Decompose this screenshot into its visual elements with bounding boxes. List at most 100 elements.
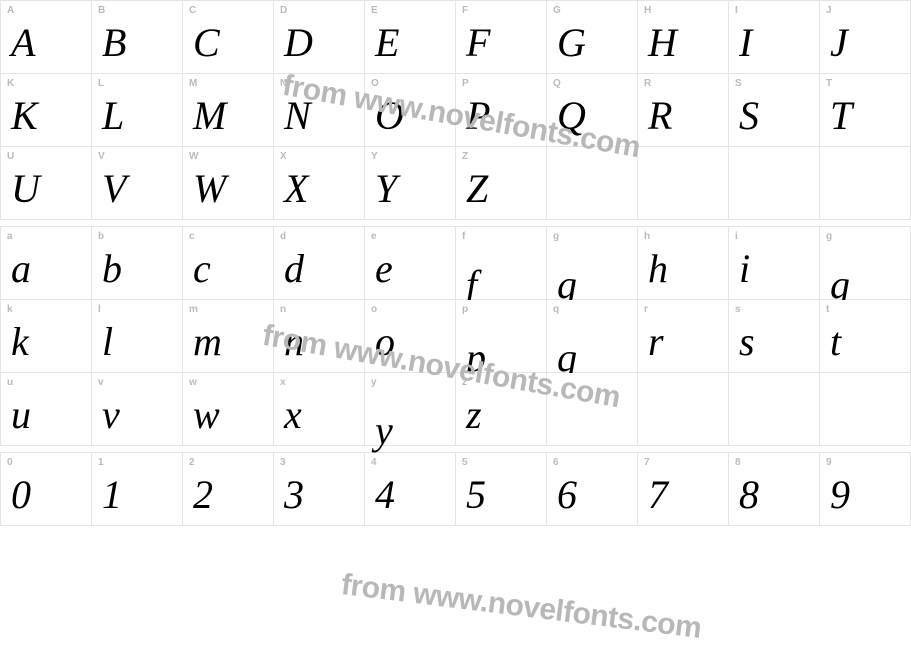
glyph-display: 5: [466, 475, 486, 515]
glyph-display: P: [466, 96, 490, 136]
glyph-label: A: [7, 5, 14, 16]
glyph-label: C: [189, 5, 196, 16]
glyph-cell: EE: [365, 1, 455, 73]
glyph-label: s: [735, 304, 741, 315]
glyph-display: 3: [284, 475, 304, 515]
glyph-cell: qq: [547, 300, 637, 372]
glyph-label: i: [735, 231, 738, 242]
glyph-display: g: [830, 265, 850, 305]
glyph-label: I: [735, 5, 738, 16]
glyph-grid: aabbccddeeffgghhiiggkkllmmnnooppqqrrsstt…: [0, 226, 911, 446]
glyph-display: L: [102, 96, 124, 136]
glyph-display: 1: [102, 475, 122, 515]
glyph-display: Q: [557, 96, 586, 136]
glyph-label: 4: [371, 457, 377, 468]
glyph-label: 6: [553, 457, 559, 468]
glyph-label: z: [462, 377, 467, 388]
glyph-cell: BB: [92, 1, 182, 73]
glyph-label: g: [553, 231, 559, 242]
glyph-display: s: [739, 322, 755, 362]
glyph-display: a: [11, 249, 31, 289]
glyph-label: B: [98, 5, 105, 16]
glyph-label: u: [7, 377, 13, 388]
glyph-label: S: [735, 78, 742, 89]
glyph-label: c: [189, 231, 195, 242]
glyph-display: S: [739, 96, 759, 136]
glyph-cell: 11: [92, 453, 182, 525]
glyph-label: r: [644, 304, 648, 315]
glyph-cell: 66: [547, 453, 637, 525]
glyph-display: 8: [739, 475, 759, 515]
empty-cell: [820, 147, 910, 219]
glyph-cell: cc: [183, 227, 273, 299]
glyph-cell: 99: [820, 453, 910, 525]
glyph-cell: 44: [365, 453, 455, 525]
glyph-label: p: [462, 304, 468, 315]
glyph-cell: MM: [183, 74, 273, 146]
glyph-display: f: [466, 265, 477, 305]
empty-cell: [638, 373, 728, 445]
glyph-display: n: [284, 322, 304, 362]
glyph-cell: ss: [729, 300, 819, 372]
glyph-display: 6: [557, 475, 577, 515]
glyph-label: 9: [826, 457, 832, 468]
glyph-label: Z: [462, 151, 468, 162]
glyph-label: e: [371, 231, 377, 242]
empty-cell: [729, 373, 819, 445]
glyph-cell: nn: [274, 300, 364, 372]
glyph-cell: DD: [274, 1, 364, 73]
empty-cell: [729, 147, 819, 219]
glyph-display: m: [193, 322, 222, 362]
glyph-label: b: [98, 231, 104, 242]
glyph-cell: JJ: [820, 1, 910, 73]
glyph-display: B: [102, 23, 126, 63]
glyph-cell: vv: [92, 373, 182, 445]
glyph-cell: 55: [456, 453, 546, 525]
glyph-label: n: [280, 304, 286, 315]
glyph-cell: rr: [638, 300, 728, 372]
glyph-label: D: [280, 5, 287, 16]
glyph-label: P: [462, 78, 469, 89]
glyph-cell: oo: [365, 300, 455, 372]
glyph-cell: HH: [638, 1, 728, 73]
empty-cell: [547, 373, 637, 445]
glyph-cell: mm: [183, 300, 273, 372]
glyph-label: F: [462, 5, 468, 16]
glyph-label: W: [189, 151, 198, 162]
glyph-display: u: [11, 395, 31, 435]
glyph-cell: AA: [1, 1, 91, 73]
glyph-cell: LL: [92, 74, 182, 146]
glyph-display: i: [739, 249, 750, 289]
glyph-label: 2: [189, 457, 195, 468]
glyph-label: 0: [7, 457, 13, 468]
glyph-cell: VV: [92, 147, 182, 219]
glyph-display: d: [284, 249, 304, 289]
glyph-cell: RR: [638, 74, 728, 146]
watermark-text: from www.novelfonts.com: [339, 568, 703, 646]
section-uppercase: AABBCCDDEEFFGGHHIIJJKKLLMMNNOOPPQQRRSSTT…: [0, 0, 911, 220]
glyph-cell: yy: [365, 373, 455, 445]
section-lowercase: aabbccddeeffgghhiiggkkllmmnnooppqqrrsstt…: [0, 226, 911, 446]
glyph-label: k: [7, 304, 13, 315]
glyph-label: E: [371, 5, 378, 16]
glyph-label: 1: [98, 457, 104, 468]
glyph-label: t: [826, 304, 829, 315]
glyph-label: h: [644, 231, 650, 242]
glyph-cell: ww: [183, 373, 273, 445]
glyph-cell: pp: [456, 300, 546, 372]
glyph-cell: hh: [638, 227, 728, 299]
glyph-display: C: [193, 23, 220, 63]
glyph-label: 8: [735, 457, 741, 468]
glyph-display: e: [375, 249, 393, 289]
glyph-display: 4: [375, 475, 395, 515]
glyph-cell: dd: [274, 227, 364, 299]
glyph-display: R: [648, 96, 672, 136]
glyph-cell: II: [729, 1, 819, 73]
glyph-label: N: [280, 78, 287, 89]
glyph-display: D: [284, 23, 313, 63]
glyph-cell: WW: [183, 147, 273, 219]
glyph-cell: uu: [1, 373, 91, 445]
glyph-display: h: [648, 249, 668, 289]
glyph-label: w: [189, 377, 197, 388]
empty-cell: [820, 373, 910, 445]
